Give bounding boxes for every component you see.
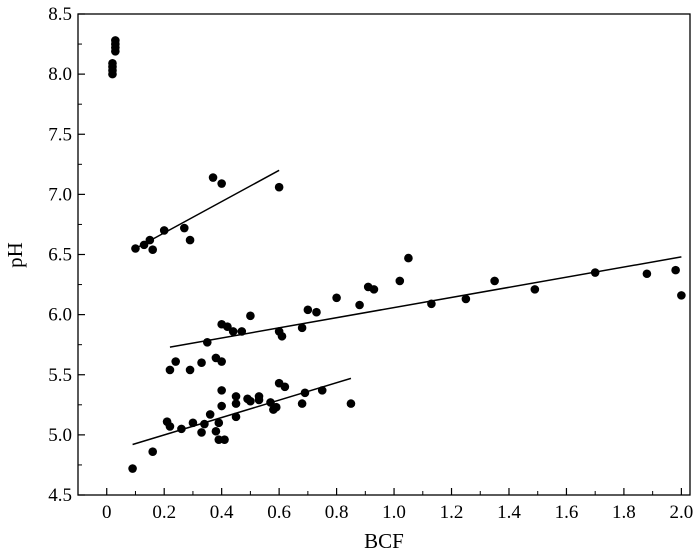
data-point — [159, 226, 169, 235]
data-point — [332, 293, 341, 303]
data-points — [108, 36, 686, 473]
data-point — [165, 422, 175, 431]
data-point — [280, 382, 290, 392]
data-point — [111, 46, 120, 56]
data-point — [145, 235, 155, 245]
data-point — [317, 386, 327, 395]
data-point — [303, 305, 313, 315]
data-point — [131, 244, 140, 253]
data-point — [165, 365, 175, 375]
x-tick-label: 1.4 — [497, 502, 521, 523]
data-point — [530, 285, 540, 294]
data-point — [108, 69, 117, 79]
data-point — [246, 396, 255, 406]
x-tick-label: 1.6 — [555, 502, 579, 523]
y-tick-label: 5.0 — [48, 425, 72, 446]
data-point — [277, 331, 287, 341]
data-point — [211, 426, 221, 436]
x-tick-label: 0 — [102, 502, 112, 523]
x-tick-label: 1.8 — [612, 502, 636, 523]
data-point — [214, 418, 224, 428]
x-tick-label: 0.4 — [210, 502, 234, 523]
x-tick-label: 0.6 — [267, 502, 291, 523]
y-tick-label: 4.5 — [48, 485, 72, 506]
data-point — [490, 276, 499, 286]
data-point — [395, 276, 405, 286]
y-axis-ticks: 4.5 5.0 5.5 6.0 6.5 7.0 7.5 8.0 8.5 — [48, 4, 85, 506]
trend-line — [132, 377, 352, 446]
data-point — [220, 435, 229, 444]
y-tick-label: 5.5 — [48, 365, 72, 386]
data-point — [297, 323, 307, 333]
data-point — [217, 179, 226, 188]
data-point — [274, 182, 284, 192]
x-tick-label: 2.0 — [670, 502, 694, 523]
data-point — [677, 291, 686, 300]
data-point — [346, 399, 356, 408]
data-point — [355, 300, 364, 310]
data-point — [148, 245, 158, 254]
y-tick-label: 6.0 — [48, 305, 72, 326]
trend-line — [169, 256, 682, 348]
data-point — [231, 412, 241, 422]
data-point — [642, 269, 652, 279]
x-tick-label: 1.2 — [440, 502, 464, 523]
data-point — [671, 265, 680, 275]
data-point — [312, 307, 321, 317]
data-point — [208, 173, 218, 182]
y-tick-label: 7.0 — [48, 184, 72, 205]
y-tick-label: 8.5 — [48, 4, 72, 25]
data-point — [197, 358, 206, 368]
data-point — [177, 424, 186, 434]
data-point — [369, 285, 379, 294]
data-point — [185, 235, 195, 245]
data-point — [228, 327, 238, 336]
x-axis-title: BCF — [364, 529, 404, 553]
data-point — [237, 327, 247, 336]
data-point — [217, 386, 226, 395]
x-axis-ticks: 0 0.2 0.4 0.6 0.8 1.0 1.2 1.4 1.6 1.8 2.0 — [102, 488, 693, 523]
data-point — [148, 447, 158, 457]
data-point — [200, 419, 209, 429]
data-point — [300, 388, 310, 398]
trend-lines — [132, 169, 682, 446]
y-tick-label: 7.5 — [48, 124, 72, 145]
data-point — [171, 357, 180, 366]
data-point — [231, 399, 241, 408]
y-tick-label: 6.5 — [48, 245, 72, 266]
data-point — [205, 410, 215, 419]
data-point — [188, 418, 198, 428]
data-point — [590, 268, 600, 277]
data-point — [231, 392, 241, 401]
data-point — [139, 240, 149, 250]
data-point — [246, 311, 255, 321]
data-point — [185, 365, 195, 375]
data-point — [404, 253, 413, 263]
x-tick-label: 1.0 — [382, 502, 406, 523]
y-axis-title: pH — [3, 242, 27, 268]
data-point — [271, 402, 281, 412]
y-tick-label: 8.0 — [48, 64, 72, 85]
x-tick-label: 0.2 — [152, 502, 176, 523]
x-tick-label: 0.8 — [325, 502, 349, 523]
data-point — [128, 464, 137, 473]
data-point — [254, 392, 264, 401]
trend-line — [135, 169, 280, 250]
data-point — [217, 401, 226, 411]
data-point — [266, 398, 275, 407]
data-point — [217, 357, 226, 366]
data-point — [297, 399, 307, 408]
data-point — [202, 337, 212, 347]
data-point — [180, 223, 189, 233]
data-point — [427, 299, 436, 309]
data-point — [197, 428, 206, 437]
data-point — [223, 322, 232, 331]
data-point — [461, 294, 471, 304]
